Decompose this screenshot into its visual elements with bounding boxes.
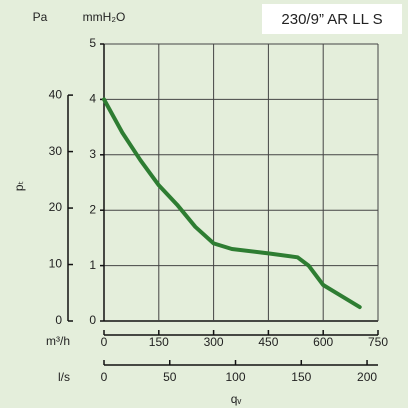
y-label: mmH₂O (83, 10, 126, 24)
y2-tick-label: 30 (49, 144, 63, 158)
y2-tick-label: 40 (49, 87, 63, 101)
curve (102, 97, 362, 310)
x2-tick-label: 0 (101, 370, 108, 384)
x2-tick-label: 100 (226, 370, 246, 384)
x2-label: l/s (58, 370, 70, 384)
y2-tick-label: 10 (49, 257, 63, 271)
x2-tick-label: 150 (291, 370, 311, 384)
x-tick-label: 300 (204, 335, 224, 349)
y-tick-label: 3 (89, 147, 96, 161)
x-label: m³/h (46, 334, 70, 348)
y-tick-label: 2 (89, 202, 96, 216)
title-box (262, 4, 402, 34)
x-tick-label: 600 (313, 335, 333, 349)
y-tick-label: 1 (89, 258, 96, 272)
y-axis-title: pₜ (12, 181, 26, 191)
x-tick-label: 450 (258, 335, 278, 349)
x-tick-label: 750 (368, 335, 388, 349)
y2-tick-label: 20 (49, 200, 63, 214)
x-axis-title: qᵥ (231, 392, 242, 406)
y-tick-label: 4 (89, 92, 96, 106)
x-tick-label: 150 (149, 335, 169, 349)
y-tick-label: 5 (89, 36, 96, 50)
x2-tick-label: 200 (357, 370, 377, 384)
x-tick-label: 0 (101, 335, 108, 349)
y2-tick-label: 0 (55, 313, 62, 327)
y2-label: Pa (33, 10, 48, 24)
chart-title: 230/9” AR LL S (281, 11, 382, 28)
y-tick-label: 0 (89, 313, 96, 327)
x2-tick-label: 50 (163, 370, 177, 384)
